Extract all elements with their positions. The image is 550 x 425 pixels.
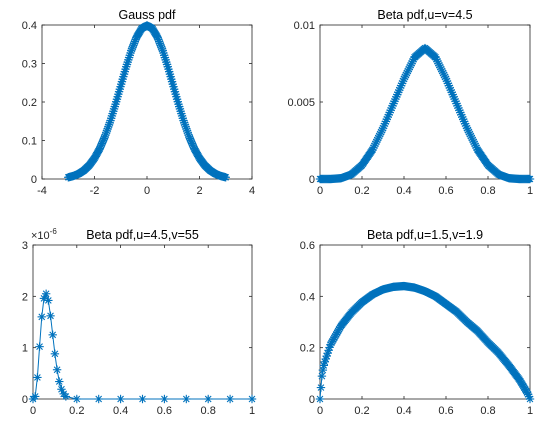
x-tick-label: 0.2 <box>354 185 369 197</box>
series-1 <box>315 281 535 404</box>
data-point <box>55 377 64 386</box>
data-point <box>48 330 57 340</box>
x-tick-label: 0.8 <box>480 185 495 197</box>
subplot-3: Beta pdf,u=4.5,v=55 0 0.2 0.4 0.6 0.8 1 0 1 2 3×10… <box>22 227 257 417</box>
series-line <box>319 285 531 400</box>
plot-title: Beta pdf,u=4.5,v=55 <box>86 228 199 242</box>
data-point <box>225 394 235 404</box>
subplot-2: Beta pdf,u=v=4.5 0 0.2 0.4 0.6 0.8 1 0 0.005 0.01 <box>287 8 535 197</box>
x-tick-label: 0.6 <box>438 405 453 417</box>
data-point <box>41 289 51 298</box>
x-tick-label: 1 <box>527 185 533 197</box>
data-point <box>247 394 257 404</box>
x-tick-label: 0.4 <box>396 185 411 197</box>
data-point <box>61 392 71 401</box>
x-tick-label: 4 <box>249 185 255 197</box>
series-1 <box>315 43 535 184</box>
data-point <box>46 311 55 321</box>
y-tick-label: 0.01 <box>294 20 315 32</box>
data-point <box>138 394 147 404</box>
y-exponent-base: ×10 <box>31 230 50 242</box>
data-point <box>35 342 44 351</box>
x-tick-label: 1 <box>249 405 255 417</box>
data-point <box>204 394 213 404</box>
x-tick-label: 1 <box>527 405 533 417</box>
x-tick-label: -2 <box>90 185 100 197</box>
plot-title: Gauss pdf <box>119 8 177 22</box>
y-tick-label: 0.2 <box>300 343 315 355</box>
y-tick-label: 1 <box>22 343 28 355</box>
axes-box <box>32 244 253 400</box>
data-point <box>30 392 40 401</box>
data-point <box>317 371 327 381</box>
data-point <box>182 394 191 404</box>
x-tick-label: 0.6 <box>438 185 453 197</box>
plot-title: Beta pdf,u=v=4.5 <box>377 8 472 22</box>
x-tick-label: 0.4 <box>113 405 128 417</box>
data-point <box>221 173 230 182</box>
data-point <box>72 394 81 404</box>
x-tick-label: 0 <box>144 185 150 197</box>
x-tick-label: 0 <box>317 185 323 197</box>
x-tick-label: -4 <box>37 185 47 197</box>
y-tick-label: 0.3 <box>22 59 37 71</box>
y-exponent-power: -6 <box>50 227 58 236</box>
axes-box <box>319 244 531 400</box>
y-tick-label: 0.1 <box>22 136 37 148</box>
y-tick-label: 3 <box>22 240 28 252</box>
x-tick-label: 0 <box>317 405 323 417</box>
data-point <box>52 365 62 374</box>
series-line <box>320 47 530 180</box>
data-point <box>50 349 60 359</box>
data-point <box>44 296 53 305</box>
data-point <box>315 394 325 404</box>
x-tick-label: 0.2 <box>354 405 369 417</box>
plot-title: Beta pdf,u=1.5,v=1.9 <box>367 228 483 242</box>
y-tick-label: 0 <box>31 174 37 186</box>
data-point <box>316 383 326 392</box>
data-point <box>323 349 332 358</box>
y-tick-label: 2 <box>22 291 28 303</box>
data-point <box>160 394 169 404</box>
y-tick-label: 0.2 <box>22 97 37 109</box>
x-tick-label: 0.8 <box>201 405 216 417</box>
data-point <box>324 346 333 355</box>
y-tick-label: 0.005 <box>287 97 315 109</box>
x-tick-label: 0.4 <box>396 405 411 417</box>
series-line <box>32 292 252 400</box>
y-tick-label: 0.4 <box>22 20 37 32</box>
x-tick-label: 0.2 <box>69 405 84 417</box>
y-tick-label: 0 <box>22 394 28 406</box>
series-1 <box>64 21 230 182</box>
y-tick-label: 0 <box>309 394 315 406</box>
series-line <box>68 24 226 178</box>
y-exponent-label: ×10-6 <box>31 227 57 242</box>
y-tick-label: 0.6 <box>300 240 315 252</box>
data-point <box>525 394 535 404</box>
data-point <box>94 394 103 404</box>
x-tick-label: 2 <box>196 185 202 197</box>
data-point <box>525 174 535 184</box>
y-tick-label: 0.4 <box>300 291 315 303</box>
x-tick-label: 0.8 <box>480 405 495 417</box>
x-tick-label: 0 <box>30 405 36 417</box>
y-tick-label: 0 <box>309 174 315 186</box>
axes-box <box>41 24 253 180</box>
x-tick-label: 0.6 <box>157 405 172 417</box>
subplot-1: Gauss pdf -4 -2 0 2 4 0 0.1 0.2 0.3 0.4 <box>22 8 255 197</box>
data-point <box>37 312 46 322</box>
data-point <box>33 373 42 382</box>
series-1 <box>28 289 257 404</box>
data-point <box>116 394 125 404</box>
subplot-4: Beta pdf,u=1.5,v=1.9 0 0.2 0.4 0.6 0.8 1 0 0.2 0.… <box>300 228 535 417</box>
